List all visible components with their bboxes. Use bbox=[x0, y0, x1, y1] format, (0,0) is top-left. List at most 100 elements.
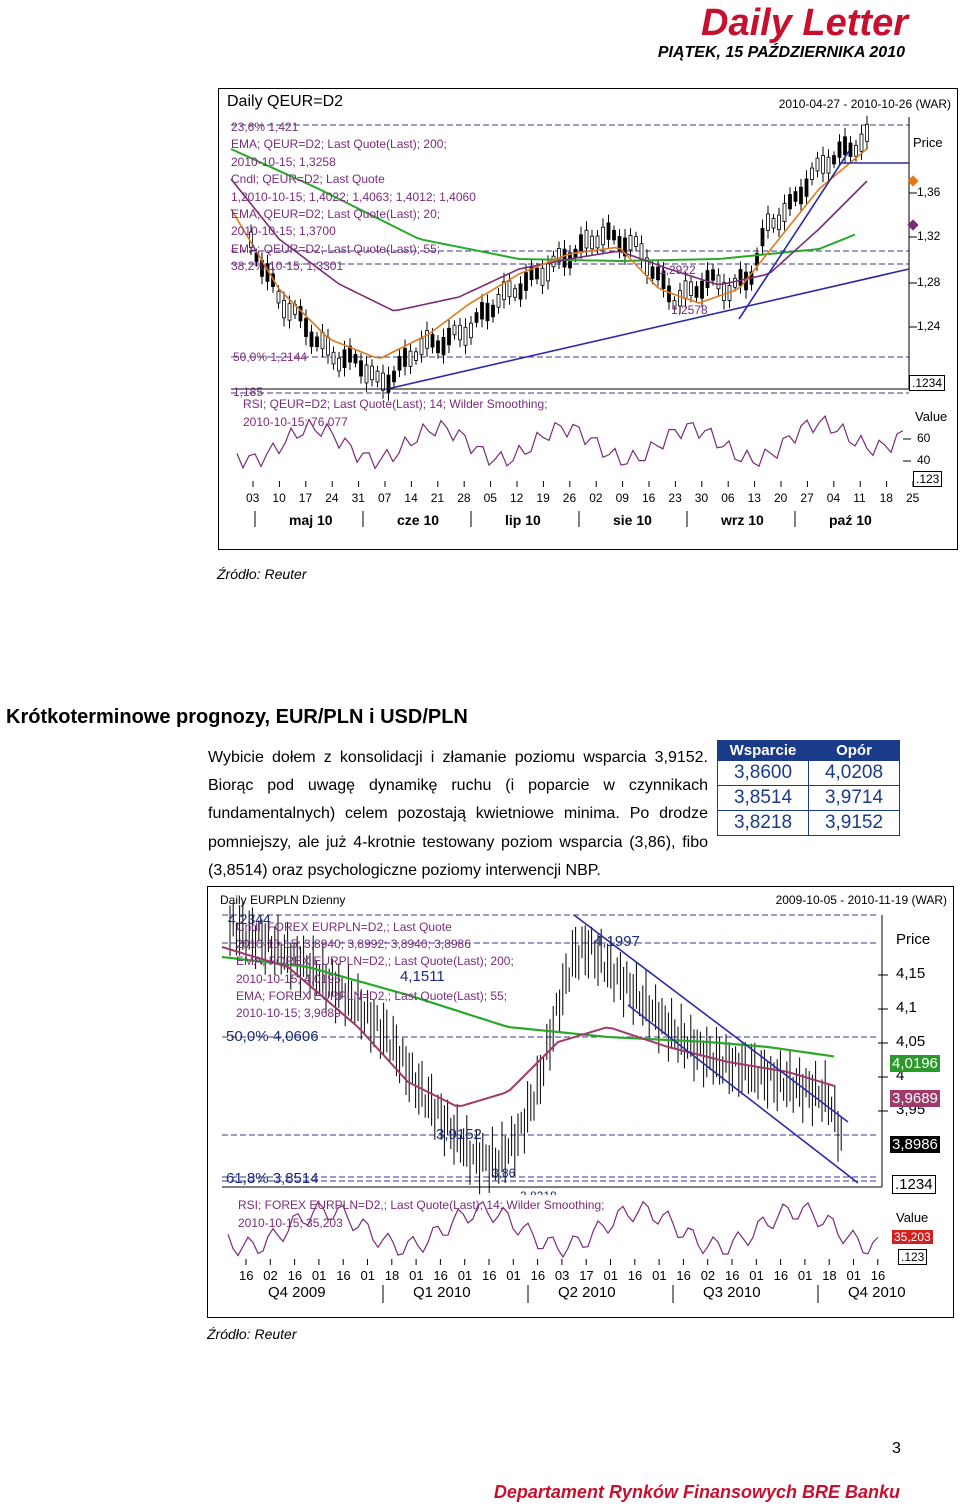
candle-body bbox=[414, 351, 418, 361]
candle-body bbox=[397, 356, 402, 371]
candle-body bbox=[535, 267, 539, 280]
legend-entry: 23,6% 1,421 bbox=[231, 120, 299, 134]
high-label: 4,1997 bbox=[594, 933, 640, 950]
fib-50-label: 50,0% 1,2144 bbox=[233, 350, 308, 364]
candle-body bbox=[359, 360, 363, 377]
candle-body bbox=[485, 302, 490, 322]
scale-top: .1234 bbox=[892, 1175, 936, 1194]
candle-body bbox=[595, 235, 600, 249]
day-tick-label: 17 bbox=[579, 1268, 594, 1283]
ema200-tag: 4,0196 bbox=[890, 1055, 940, 1072]
day-tick-label: 01 bbox=[797, 1268, 813, 1283]
candle-body bbox=[474, 312, 479, 323]
rsi-legend-entry: RSI; FOREX EURPLN=D2,; Last Quote(Last);… bbox=[238, 1198, 605, 1212]
candle-body bbox=[628, 235, 633, 251]
rsi-legend-entry: RSI; QEUR=D2; Last Quote(Last); 14; Wild… bbox=[243, 397, 548, 411]
candle-body bbox=[480, 302, 484, 320]
candle-body bbox=[298, 305, 303, 322]
price-tick-label: 1,24 bbox=[917, 319, 941, 333]
day-tick-label: 01 bbox=[457, 1268, 473, 1283]
resistance-value: 3,9152 bbox=[808, 810, 900, 836]
candle-body bbox=[496, 294, 501, 308]
candle-body bbox=[348, 345, 352, 363]
candle-body bbox=[579, 234, 583, 252]
top-level-label: 4,2344 bbox=[228, 911, 271, 927]
candle-body bbox=[546, 263, 550, 282]
candle-body bbox=[689, 281, 693, 296]
day-tick-label: 01 bbox=[603, 1268, 618, 1283]
support-value: 3,8514 bbox=[717, 785, 809, 811]
candle-body bbox=[810, 167, 814, 180]
issue-date: PIĄTEK, 15 PAŹDZIERNIKA 2010 bbox=[657, 44, 905, 61]
legend-entry: 38,2%-10-15; 1,3301 bbox=[231, 259, 344, 274]
legend-entry: 2010-10-15; 3,8940; 3,8992; 3,8940; 3,89… bbox=[236, 937, 471, 952]
price-tick-label: 4,05 bbox=[896, 1033, 926, 1050]
candle-body bbox=[766, 213, 770, 231]
candle-body bbox=[650, 266, 655, 279]
candle-body bbox=[788, 194, 792, 210]
day-tick-label: 26 bbox=[562, 491, 577, 505]
candle-body bbox=[843, 136, 847, 156]
candle-body bbox=[667, 285, 671, 303]
day-tick-label: 05 bbox=[483, 491, 497, 505]
legend-entry: EMA; QEUR=D2; Last Quote(Last); 20; bbox=[231, 207, 441, 222]
legend-entry: 2010-10-15; 4,0196 bbox=[236, 971, 341, 986]
candle-body bbox=[848, 142, 853, 157]
level-label-1: 1,2922 bbox=[659, 263, 696, 277]
legend-entry: EMA; QEUR=D2; Last Quote(Last); 200; bbox=[231, 137, 447, 152]
candle-body bbox=[777, 214, 781, 231]
scale-top: .1234 bbox=[909, 375, 946, 391]
candle-body bbox=[386, 374, 391, 393]
day-tick-label: 13 bbox=[747, 491, 761, 505]
chart-date-range: 2009-10-05 - 2010-11-19 (WAR) bbox=[775, 893, 947, 907]
candle-body bbox=[353, 354, 358, 364]
candle-body bbox=[507, 280, 512, 298]
rsi-legend: RSI; QEUR=D2; Last Quote(Last); 14; Wild… bbox=[243, 395, 547, 431]
candle-body bbox=[859, 133, 864, 152]
legend-entry: 1,2010-10-15; 1,4022; 1,4063; 1,4012; 1,… bbox=[231, 189, 476, 204]
footer-department: Departament Rynków Finansowych BRE Banku bbox=[493, 1482, 900, 1502]
day-tick-label: 16 bbox=[530, 1268, 546, 1283]
section-heading: Krótkoterminowe prognozy, EUR/PLN i USD/… bbox=[6, 706, 468, 728]
candle-body bbox=[315, 336, 319, 348]
candle-body bbox=[282, 299, 286, 319]
candle-body bbox=[326, 337, 330, 356]
month-label: paź 10 bbox=[829, 512, 872, 528]
legend-entry: EMA; QEUR=D2; Last Quote(Last); 55; bbox=[231, 241, 441, 256]
price-tick-label: 1,28 bbox=[917, 275, 941, 289]
day-tick-label: 16 bbox=[433, 1268, 448, 1283]
candle-body bbox=[832, 155, 836, 165]
candle-body bbox=[287, 303, 292, 321]
candle-body bbox=[711, 269, 715, 281]
candle-body bbox=[370, 365, 374, 381]
resistance-header: Opór bbox=[808, 740, 900, 761]
price-axis-label: Price bbox=[896, 931, 931, 948]
rsi-legend-entry: 2010-10-15; 76,077 bbox=[243, 415, 348, 429]
candle-body bbox=[309, 331, 314, 347]
day-tick-label: 01 bbox=[311, 1268, 327, 1283]
support-resistance-table: Wsparcie Opór 3,8600 4,0208 3,8514 3,9714 … bbox=[717, 740, 900, 836]
day-tick-label: 18 bbox=[822, 1268, 837, 1283]
candle-body bbox=[458, 324, 462, 341]
candle-body bbox=[705, 270, 710, 288]
candle-body bbox=[463, 326, 468, 346]
support-value: 3,8218 bbox=[717, 810, 809, 836]
day-tick-label: 07 bbox=[378, 491, 392, 505]
day-tick-label: 16 bbox=[725, 1268, 740, 1283]
eurpln-chart: Daily EURPLN Dzienny 2009-10-05 - 2010-1… bbox=[207, 886, 954, 1318]
candle-body bbox=[639, 243, 644, 261]
candle-body bbox=[733, 278, 737, 288]
day-tick-label: 17 bbox=[298, 491, 313, 505]
quarter-label: Q1 2010 bbox=[413, 1284, 471, 1301]
candle-body bbox=[562, 248, 567, 268]
candle-body bbox=[623, 237, 627, 257]
low-label: 1,185 bbox=[233, 385, 264, 399]
day-tick-label: 21 bbox=[430, 491, 445, 505]
day-tick-label: 01 bbox=[652, 1268, 667, 1283]
day-tick-label: 01 bbox=[506, 1268, 521, 1283]
candle-body bbox=[815, 157, 820, 172]
candle-body bbox=[430, 334, 435, 348]
candle-body bbox=[557, 248, 561, 263]
last-price-tag: 3,8986 bbox=[890, 1136, 940, 1153]
candle-body bbox=[447, 327, 451, 346]
